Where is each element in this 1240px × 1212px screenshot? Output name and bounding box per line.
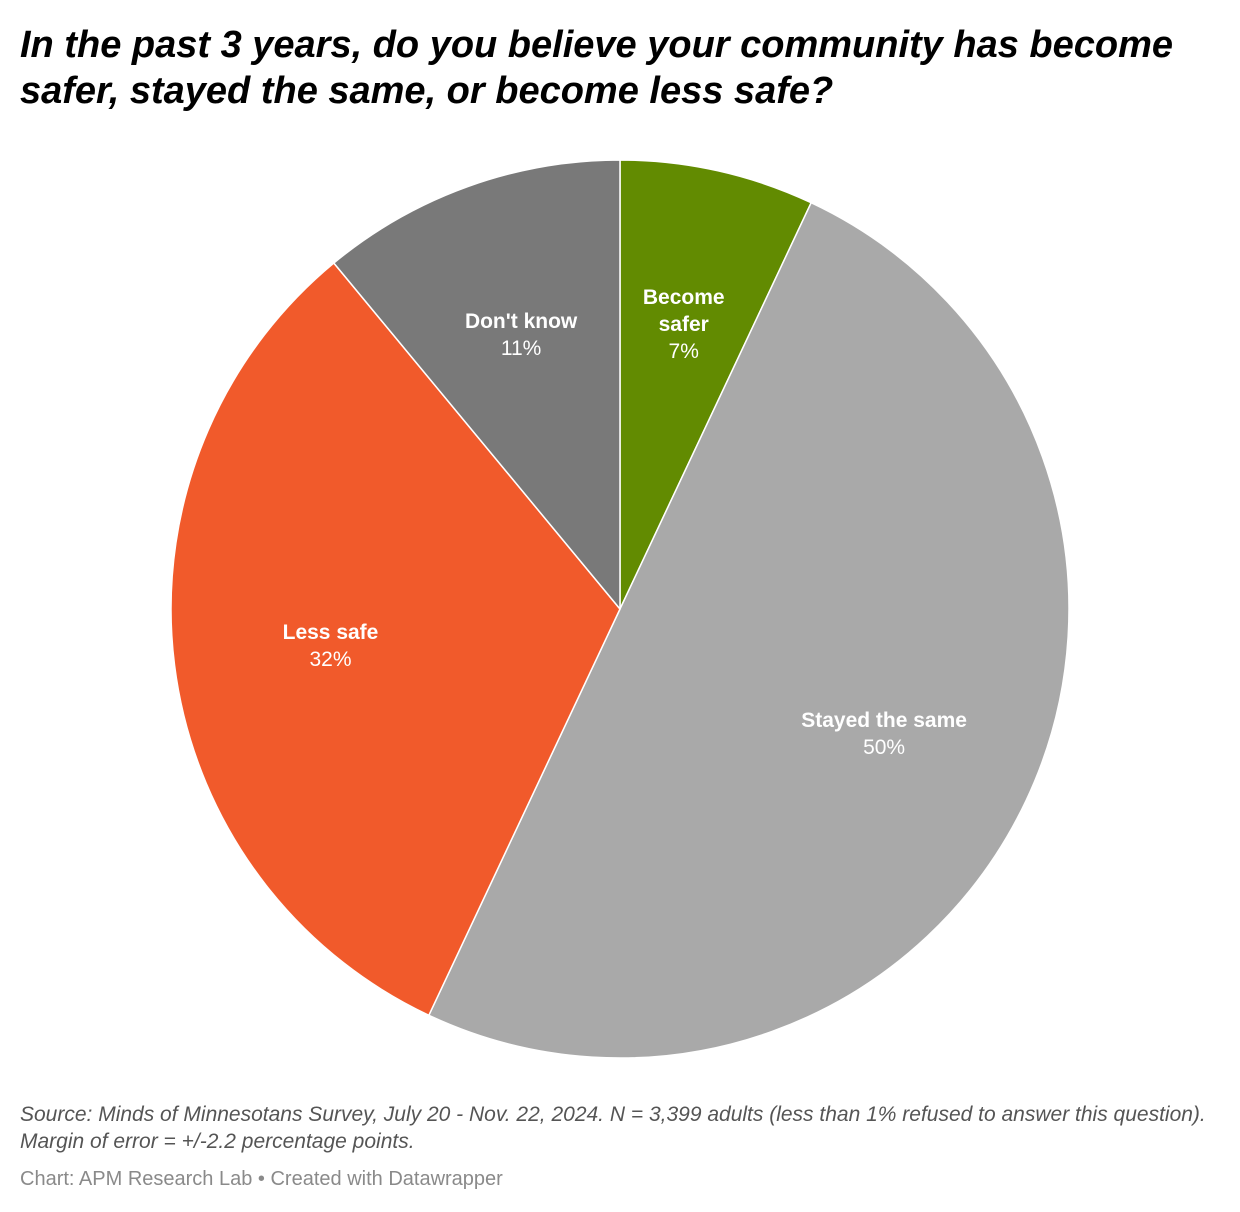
slice-value-don-t-know: 11%	[501, 337, 541, 360]
slice-value-less-safe: 32%	[309, 648, 351, 671]
slice-value-become-safer: 7%	[669, 340, 699, 363]
chart-footer: Chart: APM Research Lab • Created with D…	[20, 1166, 1220, 1192]
datawrapper-link[interactable]: Created with Datawrapper	[270, 1168, 503, 1190]
footer-separator: •	[257, 1168, 265, 1190]
chart-credit: Chart: APM Research Lab	[20, 1168, 253, 1190]
slice-label-become-safer-line-1: Become	[643, 286, 725, 309]
pie-slice-stayed-the-same[interactable]	[428, 201, 1070, 1059]
slice-label-stayed-the-same: Stayed the same	[801, 709, 967, 732]
pie-slice-become-safer[interactable]	[619, 159, 812, 610]
slice-label-less-safe: Less safe	[283, 621, 379, 644]
slice-value-stayed-the-same: 50%	[863, 736, 905, 759]
pie-slices	[170, 159, 1070, 1059]
slice-label-group-stayed-the-same: Stayed the same 50%	[801, 709, 967, 759]
pie-slice-less-safe[interactable]	[170, 262, 621, 1017]
slice-label-group-become-safer: Become safer 7%	[643, 286, 725, 363]
slice-label-group-less-safe: Less safe 32%	[283, 621, 379, 671]
slice-label-become-safer-line-2: safer	[659, 313, 709, 336]
chart-title: In the past 3 years, do you believe your…	[20, 24, 1174, 112]
source-notes: Source: Minds of Minnesotans Survey, Jul…	[20, 1103, 1206, 1153]
pie-slice-don-t-know[interactable]	[333, 159, 621, 610]
slice-label-don-t-know: Don't know	[465, 310, 578, 333]
slice-label-group-don-t-know: Don't know 11%	[465, 310, 578, 360]
pie-labels: Become safer 7% Stayed the same 50% Less safe…	[283, 286, 967, 759]
